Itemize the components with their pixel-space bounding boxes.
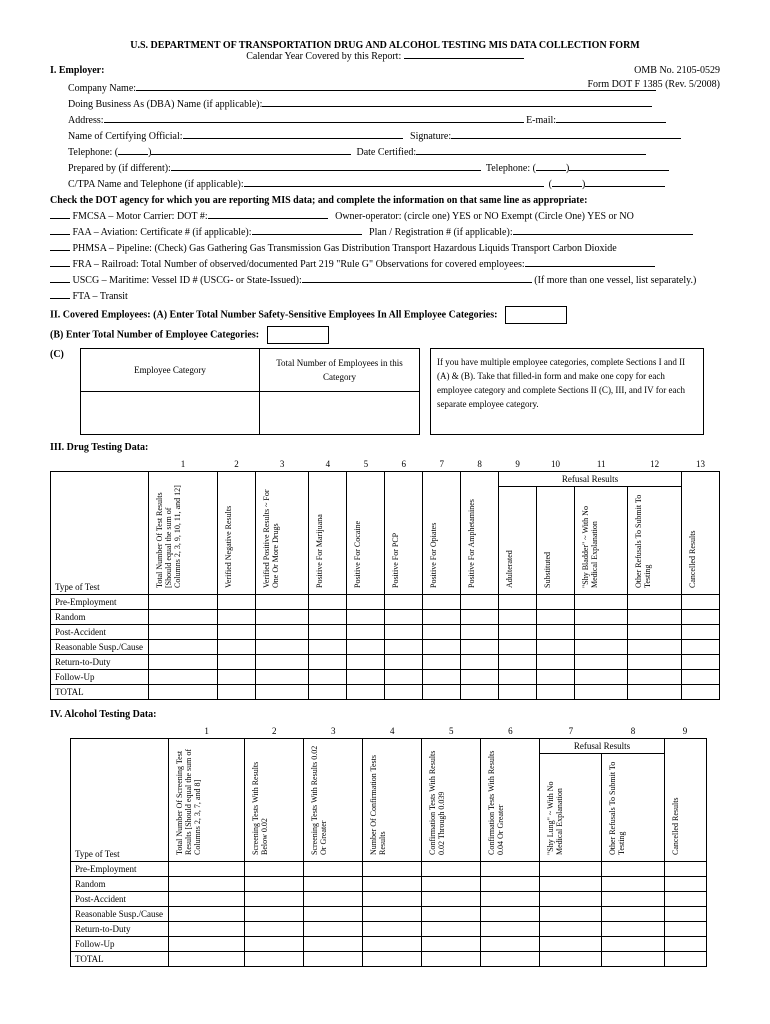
note-box: If you have multiple employee categories… [430,348,704,435]
table-row: Return-to-Duty [71,922,707,937]
table-row: Pre-Employment [51,595,720,610]
total-categories-box[interactable] [267,326,329,344]
table-row: Reasonable Susp./Cause [71,907,707,922]
dba-field[interactable] [262,106,652,107]
form-title: U.S. DEPARTMENT OF TRANSPORTATION DRUG A… [50,40,720,51]
check-instruction: Check the DOT agency for which you are r… [50,194,720,208]
table-row: Pre-Employment [71,862,707,877]
year-field[interactable] [404,58,524,59]
date-field[interactable] [416,154,646,155]
section3-heading: III. Drug Testing Data: [50,441,720,455]
table-row: TOTAL [71,952,707,967]
section2: II. Covered Employees: (A) Enter Total N… [50,306,720,435]
company-field[interactable] [136,90,656,91]
table-row: Post-Accident [71,892,707,907]
certifying-field[interactable] [183,138,403,139]
form-subtitle: Calendar Year Covered by this Report: [50,51,720,62]
email-field[interactable] [556,122,666,123]
category-table: Employee Category Total Number of Employ… [80,348,420,435]
prepared-field[interactable] [171,170,481,171]
table-row: Post-Accident [51,625,720,640]
table-row: Random [51,610,720,625]
table-row: Follow-Up [71,937,707,952]
phone-field[interactable] [151,154,351,155]
phone2-field[interactable] [569,170,669,171]
ctpa-field[interactable] [244,186,544,187]
table-row: TOTAL [51,685,720,700]
section4-heading: IV. Alcohol Testing Data: [50,708,720,722]
section1-heading: I. Employer: [50,65,104,76]
table-row: Return-to-Duty [51,655,720,670]
signature-field[interactable] [451,138,681,139]
address-field[interactable] [104,122,524,123]
total-employees-box[interactable] [505,306,567,324]
table-row: Reasonable Susp./Cause [51,640,720,655]
alcohol-table: 1 2 3 4 5 6 7 8 9 Type of Test Total Num… [70,724,707,967]
employer-section: Company Name: Doing Business As (DBA) Na… [50,82,720,304]
table-row: Random [71,877,707,892]
table-row: Follow-Up [51,670,720,685]
omb-no: OMB No. 2105-0529 [634,64,720,78]
drug-table: 1 2 3 4 5 6 7 8 9 10 11 12 13 Type of Te… [50,457,720,700]
